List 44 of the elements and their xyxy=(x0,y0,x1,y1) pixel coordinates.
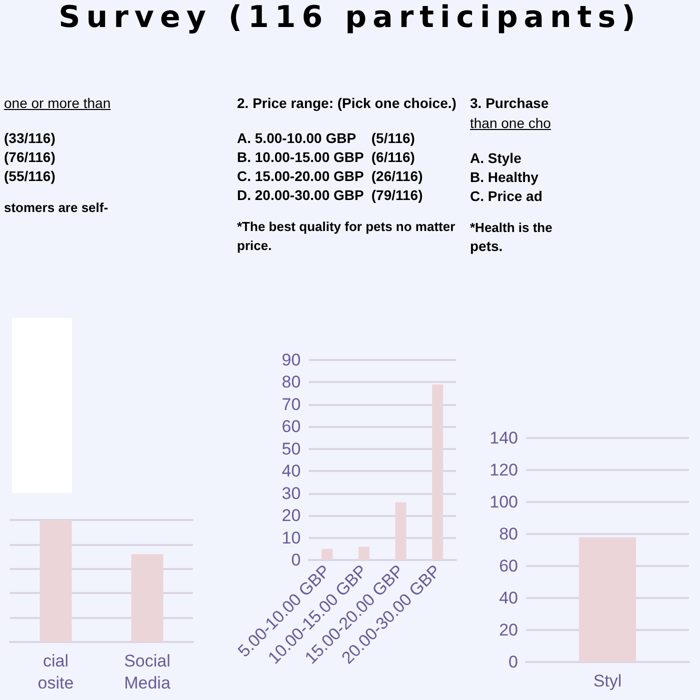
y-tick-label: 30 xyxy=(282,484,301,503)
x-tick-label: cial osite xyxy=(38,652,74,692)
y-tick-label: 20 xyxy=(282,506,301,526)
text: B. 10.00-15.00 GBP (6/116) xyxy=(237,148,416,167)
y-tick-label: 20 xyxy=(499,620,518,640)
bar xyxy=(432,384,444,560)
x-tick-label: Styl xyxy=(593,672,622,690)
bar xyxy=(358,546,370,560)
text: B. Healthy xyxy=(470,168,540,187)
y-tick-label: 0 xyxy=(291,550,301,570)
text: A. 5.00-10.00 GBP (5/116) xyxy=(237,129,416,148)
text: pets. xyxy=(470,237,504,256)
text: C. 15.00-20.00 GBP (26/116) xyxy=(237,167,424,186)
y-tick-label: 40 xyxy=(499,588,518,608)
y-tick-label: 80 xyxy=(499,524,518,544)
text: stomers are self- xyxy=(4,199,110,217)
text: (55/116) xyxy=(4,167,56,186)
text: C. Price ad xyxy=(470,187,544,206)
text: *The best quality for pets no matter price. xyxy=(237,218,456,255)
chart-title: one or more than xyxy=(4,95,111,111)
text: D. 20.00-30.00 GBP (79/116) xyxy=(237,186,424,205)
y-tick-label: 100 xyxy=(490,492,518,512)
x-tick-label: Social Media xyxy=(124,652,171,692)
y-tick-label: 120 xyxy=(490,460,518,480)
y-tick-label: 50 xyxy=(282,439,301,458)
chart-subtitle: than one cho xyxy=(470,115,551,131)
text: (76/116) xyxy=(4,148,56,167)
chart-subtitle: 2. Price range: (Pick one choice.) xyxy=(237,95,458,111)
y-tick-label: 0 xyxy=(508,652,518,672)
y-tick-label: 70 xyxy=(282,394,301,414)
y-tick-label: 10 xyxy=(282,528,301,548)
chart-title: Survey (116 participants) xyxy=(58,0,642,35)
y-tick-label: 140 xyxy=(490,428,518,448)
y-tick-label: 80 xyxy=(282,372,301,392)
bar xyxy=(322,548,333,560)
bar xyxy=(395,502,406,560)
text: *Health is the xyxy=(470,219,554,237)
y-tick-label: 90 xyxy=(282,350,301,370)
text: A. Style xyxy=(470,149,522,168)
y-tick-label: 60 xyxy=(499,556,518,576)
text: (33/116) xyxy=(4,129,56,148)
y-tick-label: 60 xyxy=(282,417,301,436)
chart-title: 3. Purchase xyxy=(470,95,550,111)
y-tick-label: 40 xyxy=(282,462,301,481)
